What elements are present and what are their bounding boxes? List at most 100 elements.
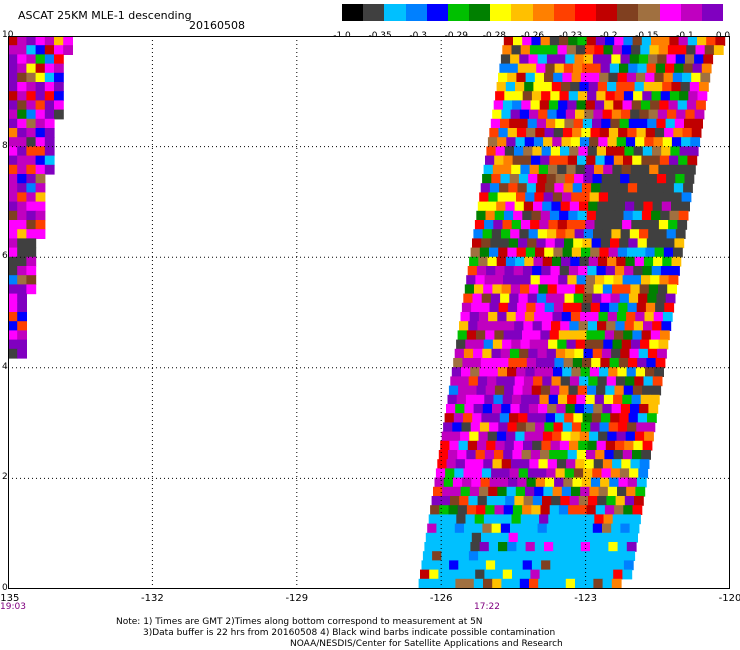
wind-cell <box>630 284 641 295</box>
wind-cell <box>482 174 492 184</box>
wind-cell <box>662 82 672 92</box>
wind-cell <box>462 358 473 368</box>
wind-cell <box>522 91 533 101</box>
wind-cell <box>429 569 439 580</box>
wind-cell <box>8 266 18 276</box>
wind-cell <box>607 486 618 497</box>
wind-cell <box>560 321 570 331</box>
wind-cell <box>632 505 643 515</box>
wind-cell <box>627 477 638 488</box>
wind-cell <box>523 201 534 212</box>
wind-cell <box>619 468 630 479</box>
wind-cell <box>625 431 636 442</box>
wind-cell <box>517 183 528 193</box>
wind-cell <box>487 551 498 561</box>
wind-cell <box>505 376 516 387</box>
wind-cell <box>484 394 495 405</box>
wind-cell <box>509 293 520 304</box>
wind-cell <box>515 256 525 267</box>
wind-cell <box>555 348 566 359</box>
wind-cell <box>516 542 527 552</box>
wind-cell <box>543 137 553 147</box>
wind-cell <box>620 523 631 534</box>
time-label-left: 19:03 <box>0 602 26 612</box>
wind-cell <box>603 394 614 405</box>
wind-cell <box>454 523 465 534</box>
wind-cell <box>659 100 670 111</box>
wind-cell <box>608 367 618 377</box>
wind-cell <box>595 275 605 285</box>
wind-cell <box>587 560 597 571</box>
wind-cell <box>577 91 588 101</box>
wind-cell <box>493 394 504 405</box>
wind-cell <box>63 36 73 46</box>
wind-cell <box>664 128 674 138</box>
wind-cell <box>442 542 453 552</box>
wind-cell <box>511 339 522 350</box>
wind-cell <box>17 192 27 203</box>
wind-cell <box>466 450 477 460</box>
wind-cell <box>671 256 682 267</box>
wind-cell <box>567 450 578 460</box>
wind-cell <box>547 284 558 295</box>
wind-cell <box>520 284 530 295</box>
wind-cell <box>511 164 521 175</box>
wind-cell <box>660 210 671 221</box>
wind-cell <box>525 72 536 83</box>
wind-cell <box>521 450 532 460</box>
wind-cell <box>526 477 537 488</box>
wind-cell <box>545 238 556 249</box>
wind-cell <box>501 404 511 414</box>
wind-cell <box>623 155 633 166</box>
wind-cell <box>658 284 668 295</box>
wind-cell <box>17 275 27 285</box>
wind-cell <box>500 293 510 304</box>
wind-cell <box>536 293 547 304</box>
wind-cell <box>659 275 670 285</box>
wind-cell <box>35 192 46 203</box>
wind-cell <box>595 330 606 341</box>
wind-cell <box>484 220 494 230</box>
wind-cell <box>466 569 476 580</box>
wind-cell <box>474 284 484 295</box>
wind-cell <box>510 578 521 589</box>
wind-cell <box>602 459 613 469</box>
wind-cell <box>609 358 620 368</box>
wind-cell <box>643 82 654 92</box>
wind-cell <box>479 192 489 203</box>
wind-cell <box>44 128 55 138</box>
wind-cell <box>544 247 554 258</box>
wind-cell <box>26 82 37 92</box>
colorbar-segment <box>596 4 618 21</box>
wind-cell <box>584 339 595 350</box>
wind-cell <box>531 36 542 46</box>
wind-cell <box>539 569 550 580</box>
wind-cell <box>513 385 524 396</box>
wind-cell <box>628 293 639 304</box>
wind-cell <box>494 155 504 166</box>
wind-cell <box>444 413 455 423</box>
wind-cell <box>596 385 606 396</box>
wind-cell <box>511 45 522 55</box>
wind-cell <box>488 312 498 322</box>
wind-cell <box>534 367 545 377</box>
wind-cell <box>498 128 509 138</box>
wind-cell <box>609 477 620 488</box>
wind-cell <box>579 201 589 212</box>
wind-cell <box>536 532 546 543</box>
wind-cell <box>524 256 535 267</box>
wind-cell <box>619 238 629 249</box>
wind-cell <box>683 183 693 193</box>
wind-cell <box>597 256 608 267</box>
wind-cell <box>654 192 664 203</box>
wind-cell <box>467 560 478 571</box>
wind-cell <box>643 256 654 267</box>
wind-cell <box>469 431 480 442</box>
wind-cell <box>701 63 712 74</box>
wind-cell <box>8 210 18 221</box>
wind-cell <box>562 72 573 83</box>
wind-cell <box>592 468 603 479</box>
wind-cell <box>26 100 37 111</box>
wind-cell <box>529 284 539 295</box>
wind-cell <box>477 376 488 387</box>
